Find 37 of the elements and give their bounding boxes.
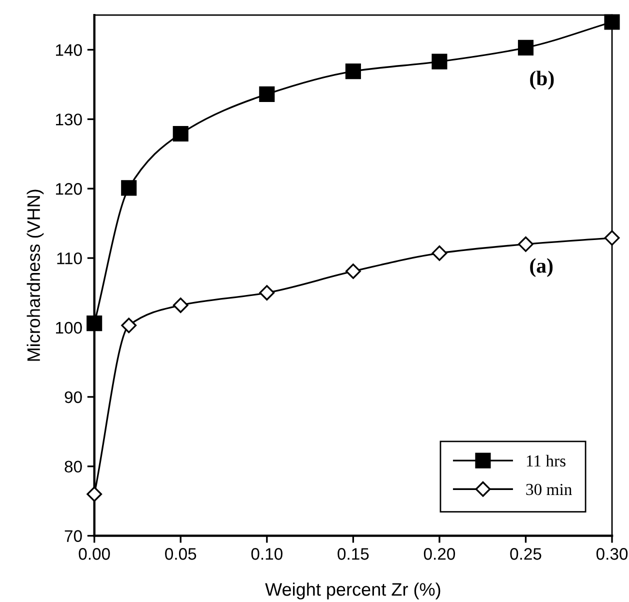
point xyxy=(259,285,275,300)
y-tick-label: 100 xyxy=(56,322,82,334)
point xyxy=(172,298,188,313)
x-tick-label: 0.15 xyxy=(338,548,369,560)
y-tick-label: 70 xyxy=(64,530,82,542)
point xyxy=(432,245,448,261)
point xyxy=(86,486,102,502)
x-tick-label: 0.00 xyxy=(78,548,110,560)
point xyxy=(432,54,448,70)
point xyxy=(518,40,534,56)
annotation: (a) xyxy=(530,258,553,278)
point xyxy=(345,64,361,80)
x-tick-label: 0.25 xyxy=(510,548,542,560)
x-tick-label: 0.20 xyxy=(424,548,456,560)
x-tick-label: 0.30 xyxy=(596,548,628,560)
point xyxy=(604,14,620,30)
point xyxy=(86,316,102,332)
y-tick-label: 90 xyxy=(64,391,82,404)
x-tick-label: 0.10 xyxy=(251,548,282,560)
point xyxy=(518,236,534,252)
x-tick-label: 0.05 xyxy=(165,548,196,560)
point xyxy=(345,264,361,279)
point xyxy=(121,318,137,334)
annotation: (b) xyxy=(530,70,554,90)
y-tick-label: 110 xyxy=(57,252,82,264)
point xyxy=(259,86,275,102)
point xyxy=(604,230,620,246)
y-tick-label: 130 xyxy=(56,114,82,126)
y-tick-label: 140 xyxy=(56,44,82,56)
legend-label: 30 min xyxy=(526,484,572,496)
y-tick-label: 120 xyxy=(56,183,82,195)
point xyxy=(121,180,137,196)
point xyxy=(172,126,188,142)
legend-label: 11 hrs xyxy=(526,454,566,467)
y-tick-label: 80 xyxy=(64,460,82,473)
y-axis-title: Microhardness (VHN) xyxy=(26,190,44,361)
x-axis-title: Weight percent Zr (%) xyxy=(265,582,440,600)
